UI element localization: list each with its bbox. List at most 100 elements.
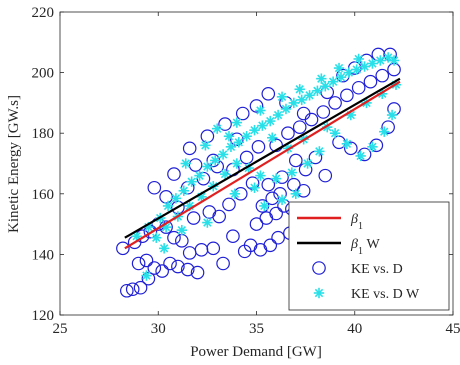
legend-asterisk-swatch: [313, 287, 325, 299]
data-point: [386, 109, 398, 121]
data-point: [139, 253, 154, 268]
data-point: [255, 105, 266, 116]
data-point: [178, 185, 189, 196]
data-point: [223, 131, 235, 142]
data-point: [363, 74, 378, 89]
data-point: [226, 229, 240, 244]
data-point: [116, 241, 130, 256]
data-point: [259, 200, 270, 212]
data-point: [182, 141, 197, 156]
data-point: [328, 96, 342, 110]
data-point: [120, 283, 134, 298]
legend-circle-swatch: [312, 261, 326, 275]
data-point: [312, 85, 323, 96]
data-point: [269, 138, 283, 153]
data-point: [296, 183, 311, 198]
legend-label: β1 W: [350, 237, 380, 257]
data-point: [359, 61, 370, 72]
data-point: [351, 64, 362, 75]
data-point: [194, 170, 205, 181]
data-point: [131, 256, 146, 271]
data-point: [379, 126, 390, 137]
data-point: [304, 90, 315, 101]
x-tick-label: 45: [446, 321, 460, 337]
data-point: [288, 97, 300, 109]
data-point: [343, 67, 355, 78]
data-point: [316, 105, 331, 119]
data-point: [327, 76, 339, 87]
data-point: [340, 88, 354, 103]
x-tick-label: 40: [347, 321, 362, 337]
data-point: [233, 137, 245, 148]
y-tick-label: 180: [32, 126, 55, 142]
x-tick-label: 30: [151, 321, 166, 337]
data-point: [231, 158, 243, 169]
data-point: [249, 182, 260, 193]
data-point: [269, 206, 283, 221]
data-point: [225, 141, 237, 153]
data-point: [170, 193, 182, 204]
data-point: [367, 58, 378, 69]
data-point: [190, 265, 205, 280]
data-point: [270, 173, 282, 184]
legend: β1 β1 W KE vs. D KE vs. D W: [288, 201, 450, 311]
data-point: [231, 117, 243, 128]
y-tick-label: 140: [32, 247, 55, 263]
axis-ticks: 25 30 35 40 45 120 140 160 180 200 220: [32, 5, 460, 337]
data-point: [188, 158, 203, 172]
data-point: [351, 80, 366, 95]
data-point: [318, 168, 333, 183]
data-point: [255, 170, 266, 181]
data-point: [286, 167, 298, 178]
data-point: [239, 150, 254, 165]
data-point: [229, 188, 241, 199]
data-point: [381, 120, 395, 134]
data-point: [265, 115, 276, 127]
data-point: [344, 141, 358, 156]
data-point: [265, 191, 280, 206]
data-point: [316, 73, 327, 84]
x-tick-label: 35: [249, 321, 264, 337]
data-point: [335, 71, 347, 83]
data-point: [294, 84, 305, 95]
data-point: [280, 103, 292, 115]
data-point: [296, 94, 307, 106]
x-axis-label: Power Demand [GW]: [190, 344, 322, 360]
legend-box: [288, 201, 450, 311]
data-point: [151, 232, 162, 243]
data-point: [329, 128, 341, 139]
data-point: [261, 87, 276, 101]
data-point: [271, 230, 285, 245]
data-point: [353, 53, 364, 65]
data-point: [158, 243, 170, 254]
data-point: [202, 205, 217, 219]
data-point: [176, 224, 188, 236]
data-point: [167, 167, 181, 181]
data-point: [212, 123, 223, 134]
data-point: [147, 261, 162, 275]
data-point: [125, 282, 140, 297]
legend-label: KE vs. D: [351, 262, 403, 277]
data-point: [367, 141, 378, 153]
data-point: [261, 177, 276, 192]
data-point: [276, 91, 288, 103]
data-point: [276, 194, 288, 206]
data-point: [249, 217, 264, 231]
legend-label: β1: [350, 212, 363, 232]
data-point: [186, 211, 201, 225]
data-point: [216, 256, 230, 271]
legend-entry: KE vs. D: [312, 261, 403, 277]
data-point: [222, 197, 236, 212]
data-point: [288, 153, 303, 168]
data-point: [249, 99, 264, 113]
data-point: [249, 124, 260, 136]
y-tick-label: 200: [32, 66, 55, 82]
data-point: [133, 280, 148, 295]
data-point: [314, 146, 325, 157]
data-point: [162, 200, 174, 212]
data-point: [200, 140, 211, 151]
data-point: [155, 264, 169, 278]
data-point: [235, 106, 250, 121]
y-tick-label: 220: [32, 5, 55, 21]
